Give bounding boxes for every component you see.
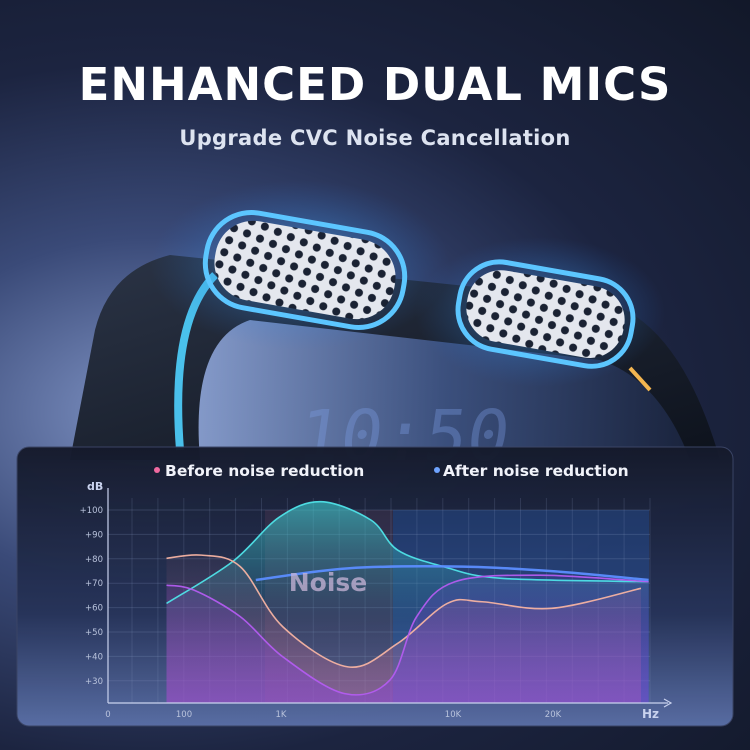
x-tick-label: 10K [445,710,462,720]
x-tick-label: 0 [105,710,110,720]
legend-marker-after [434,467,440,473]
y-tick-label: +70 [85,579,103,589]
y-tick-label: +90 [85,530,103,540]
page-subtitle: Upgrade CVC Noise Cancellation [179,126,571,150]
x-axis-arrow [663,698,673,708]
y-tick-label: +80 [85,555,103,565]
legend-label-before: Before noise reduction [165,462,364,480]
x-tick-label: 1K [276,710,287,720]
x-tick-label: 100 [176,710,192,720]
y-tick-label: +60 [85,604,103,614]
x-axis-label: Hz [642,707,659,721]
x-tick-label: 20K [545,710,562,720]
y-tick-label: +50 [85,628,103,638]
legend-marker-before [154,467,160,473]
noise-curve [166,500,649,605]
y-tick-label: +30 [85,677,103,687]
purple-curve [166,574,649,696]
mic-right [415,237,665,387]
y-axis-label: dB [87,480,103,493]
noise-annotation: Noise [289,568,368,597]
y-tick-label: +100 [80,506,103,516]
page-title: ENHANCED DUAL MICS [78,58,672,111]
after-curve [255,565,649,582]
before-curve [166,554,642,668]
legend-label-after: After noise reduction [443,462,629,480]
legend: Before noise reduction After noise reduc… [154,462,629,480]
mic-left [150,180,450,350]
y-tick-label: +40 [85,652,103,662]
